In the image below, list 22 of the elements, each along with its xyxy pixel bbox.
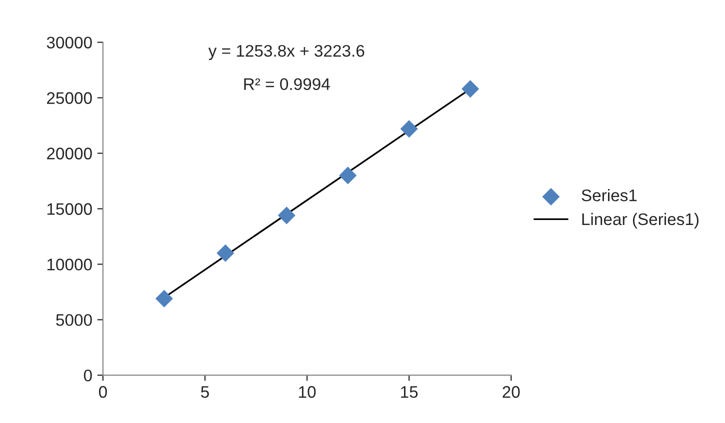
point xyxy=(278,206,296,224)
point xyxy=(339,166,357,184)
point xyxy=(462,80,480,98)
annotation: y = 1253.8x + 3223.6 xyxy=(208,44,364,60)
y-tick-label: 15000 xyxy=(47,203,92,215)
x-tick-label: 20 xyxy=(502,386,520,398)
y-tick-label: 30000 xyxy=(46,36,92,49)
legend-label: Linear (Series1) xyxy=(582,212,698,228)
point xyxy=(400,120,418,138)
x-tick-label: 5 xyxy=(201,386,209,398)
x-tick-label: 0 xyxy=(98,386,107,398)
point xyxy=(155,290,173,308)
x-tick-label: 10 xyxy=(299,386,316,398)
y-tick-label: 20000 xyxy=(47,148,92,160)
x-tick-label: 15 xyxy=(401,386,418,398)
annotation: R² = 0.9994 xyxy=(244,78,330,90)
y-tick-label: 5000 xyxy=(56,314,92,326)
y-tick-label: 10000 xyxy=(47,258,92,270)
legend-label: Series1 xyxy=(582,189,637,202)
point xyxy=(216,244,234,262)
y-tick-label: 0 xyxy=(84,370,92,382)
y-tick-label: 25000 xyxy=(47,92,92,104)
